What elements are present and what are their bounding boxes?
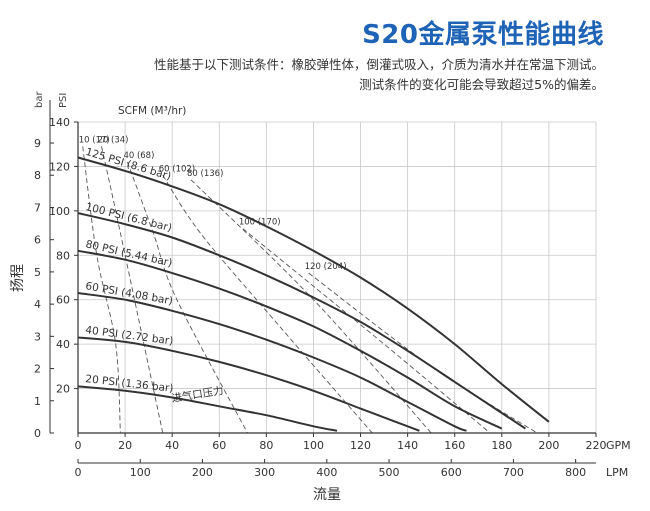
y2-tick-label: 2: [34, 363, 41, 376]
x-tick-label: 40: [165, 439, 179, 452]
air-consumption-curves: [82, 146, 538, 434]
air-curve-label: 120 (204): [305, 262, 347, 272]
x2-tick-label: 600: [441, 466, 462, 479]
x-unit-label: GPM: [606, 439, 631, 452]
x-tick-label: 160: [444, 439, 465, 452]
x2-tick-label: 300: [254, 466, 275, 479]
air-curve: [162, 175, 373, 434]
x-tick-label: 120: [350, 439, 371, 452]
pressure-curve: [77, 249, 503, 430]
x2-tick-label: 200: [192, 466, 213, 479]
air-curve-label: 80 (136): [187, 169, 223, 179]
y2-tick-label: 8: [34, 169, 41, 182]
x-tick-label: 80: [259, 439, 273, 452]
air-curve: [82, 146, 121, 434]
y2-tick-label: 3: [34, 330, 41, 343]
air-curve-label: 100 (170): [239, 218, 281, 228]
chart-axes: [49, 100, 597, 464]
x-tick-label: 100: [303, 439, 324, 452]
air-curve-label: 40 (68): [123, 151, 154, 161]
y-unit-label: PSI: [58, 93, 69, 108]
x-tick-label: 20: [118, 439, 132, 452]
y-tick-label: 100: [49, 205, 70, 218]
air-curve: [101, 146, 164, 434]
deviation-note: 测试条件的变化可能会导致超过5%的偏差。: [359, 77, 604, 92]
pressure-curve: [77, 292, 467, 432]
pressure-curve: [77, 156, 550, 423]
pressure-curve: [77, 385, 338, 432]
air-curve-label: 20 (34): [98, 135, 129, 145]
x2-tick-label: 100: [130, 466, 151, 479]
pressure-curve-label: 60 PSI (4.08 bar): [85, 280, 174, 307]
x-tick-label: 60: [212, 439, 226, 452]
x-tick-label: 200: [538, 439, 559, 452]
x2-tick-label: 800: [565, 466, 586, 479]
y-tick-label: 20: [56, 383, 70, 396]
pressure-curve: [77, 212, 526, 430]
y-tick-label: 40: [56, 338, 70, 351]
air-curve-label: 10 (17): [79, 135, 110, 145]
chart-grid: [78, 121, 597, 433]
y2-tick-label: 1: [34, 395, 41, 408]
test-conditions-note: 性能基于以下测试条件：橡胶弹性体，倒灌式吸入，介质为清水并在常温下测试。: [153, 57, 604, 72]
x-axis-title: 流量: [313, 487, 341, 503]
y-tick-label: 80: [56, 249, 70, 262]
y2-unit-label: bar: [34, 91, 45, 108]
y-tick-label: 120: [49, 160, 70, 173]
y2-tick-label: 4: [34, 298, 41, 311]
y2-tick-label: 5: [34, 266, 41, 279]
x2-tick-label: 400: [316, 466, 337, 479]
air-consumption-title: SCFM (M³/hr): [118, 105, 186, 117]
y2-tick-label: 7: [34, 201, 41, 214]
x-tick-label: 0: [75, 439, 82, 452]
air-curve: [190, 179, 432, 434]
pressure-curves: [77, 156, 550, 432]
y-tick-label: 60: [56, 294, 70, 307]
x2-unit-label: LPM: [606, 466, 628, 479]
pressure-curve: [77, 336, 420, 432]
x2-tick-label: 0: [75, 466, 82, 479]
y2-tick-label: 6: [34, 234, 41, 247]
air-curve: [126, 161, 248, 434]
y-axis-title: 扬程: [10, 264, 26, 292]
y2-tick-label: 9: [34, 137, 41, 150]
x-tick-label: 220: [586, 439, 607, 452]
x2-tick-label: 500: [379, 466, 400, 479]
y-tick-label: 140: [49, 116, 70, 129]
page-title: S20金属泵性能曲线: [362, 20, 604, 50]
air-curve: [242, 228, 491, 434]
x-tick-label: 140: [397, 439, 418, 452]
y2-tick-label: 0: [34, 427, 41, 440]
x2-tick-label: 700: [503, 466, 524, 479]
air-curve-label: 60 (102): [159, 164, 195, 174]
x-tick-label: 180: [491, 439, 512, 452]
